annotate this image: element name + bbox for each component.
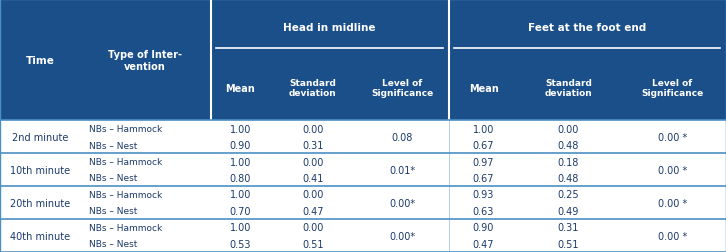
Text: 0.97: 0.97 (473, 157, 494, 167)
Text: 0.00: 0.00 (302, 157, 324, 167)
Text: NBs – Nest: NBs – Nest (89, 174, 137, 183)
Text: 0.51: 0.51 (302, 239, 324, 249)
Text: 0.08: 0.08 (391, 132, 413, 142)
Text: 2nd minute: 2nd minute (12, 132, 68, 142)
Text: 1.00: 1.00 (229, 124, 251, 134)
Text: 0.67: 0.67 (473, 173, 494, 183)
Bar (0, 219, 726, 252)
Text: Mean: Mean (226, 83, 255, 93)
Text: NBs – Hammock: NBs – Hammock (89, 158, 162, 166)
Text: 1.00: 1.00 (473, 124, 494, 134)
Text: Standard
deviation: Standard deviation (544, 79, 592, 98)
Text: 0.90: 0.90 (473, 223, 494, 232)
Text: 0.00: 0.00 (302, 124, 324, 134)
Bar (0, 0, 726, 121)
Text: 0.47: 0.47 (302, 206, 324, 216)
Text: Level of
Significance: Level of Significance (371, 79, 433, 98)
Text: Time: Time (25, 55, 54, 66)
Text: 0.01*: 0.01* (389, 165, 415, 175)
Text: 0.00 *: 0.00 * (658, 132, 687, 142)
Text: Mean: Mean (469, 83, 498, 93)
Text: Level of
Significance: Level of Significance (641, 79, 703, 98)
Text: 0.49: 0.49 (558, 206, 579, 216)
Text: 0.00: 0.00 (302, 190, 324, 200)
Text: 0.53: 0.53 (229, 239, 251, 249)
Text: 0.00 *: 0.00 * (658, 231, 687, 241)
Text: 1.00: 1.00 (229, 157, 251, 167)
Text: 0.25: 0.25 (558, 190, 579, 200)
Text: 40th minute: 40th minute (10, 231, 70, 241)
Text: 0.48: 0.48 (558, 173, 579, 183)
Text: 0.00*: 0.00* (389, 231, 415, 241)
Bar (0, 121, 726, 154)
Text: 0.70: 0.70 (229, 206, 251, 216)
Text: NBs – Nest: NBs – Nest (89, 207, 137, 215)
Text: 0.90: 0.90 (229, 141, 251, 150)
Text: Standard
deviation: Standard deviation (289, 79, 337, 98)
Text: NBs – Nest: NBs – Nest (89, 141, 137, 150)
Text: 0.00: 0.00 (302, 223, 324, 232)
Text: 0.00*: 0.00* (389, 198, 415, 208)
Text: 0.00: 0.00 (558, 124, 579, 134)
Bar (0, 154, 726, 186)
Text: NBs – Hammock: NBs – Hammock (89, 125, 162, 134)
Text: NBs – Hammock: NBs – Hammock (89, 190, 162, 199)
Text: 0.18: 0.18 (558, 157, 579, 167)
Text: 0.00 *: 0.00 * (658, 165, 687, 175)
Text: 0.41: 0.41 (302, 173, 324, 183)
Text: NBs – Nest: NBs – Nest (89, 239, 137, 248)
Text: 0.93: 0.93 (473, 190, 494, 200)
Text: 0.00 *: 0.00 * (658, 198, 687, 208)
Text: 0.51: 0.51 (558, 239, 579, 249)
Text: 20th minute: 20th minute (10, 198, 70, 208)
Bar (0, 186, 726, 219)
Text: 0.63: 0.63 (473, 206, 494, 216)
Text: Feet at the foot end: Feet at the foot end (529, 23, 646, 33)
Text: NBs – Hammock: NBs – Hammock (89, 223, 162, 232)
Text: 0.80: 0.80 (229, 173, 251, 183)
Text: 0.31: 0.31 (302, 141, 324, 150)
Text: 0.47: 0.47 (473, 239, 494, 249)
Text: 0.67: 0.67 (473, 141, 494, 150)
Text: Type of Inter-
vention: Type of Inter- vention (108, 50, 182, 71)
Text: 0.48: 0.48 (558, 141, 579, 150)
Text: 0.31: 0.31 (558, 223, 579, 232)
Text: Head in midline: Head in midline (283, 23, 376, 33)
Text: 1.00: 1.00 (229, 190, 251, 200)
Text: 10th minute: 10th minute (10, 165, 70, 175)
Text: 1.00: 1.00 (229, 223, 251, 232)
